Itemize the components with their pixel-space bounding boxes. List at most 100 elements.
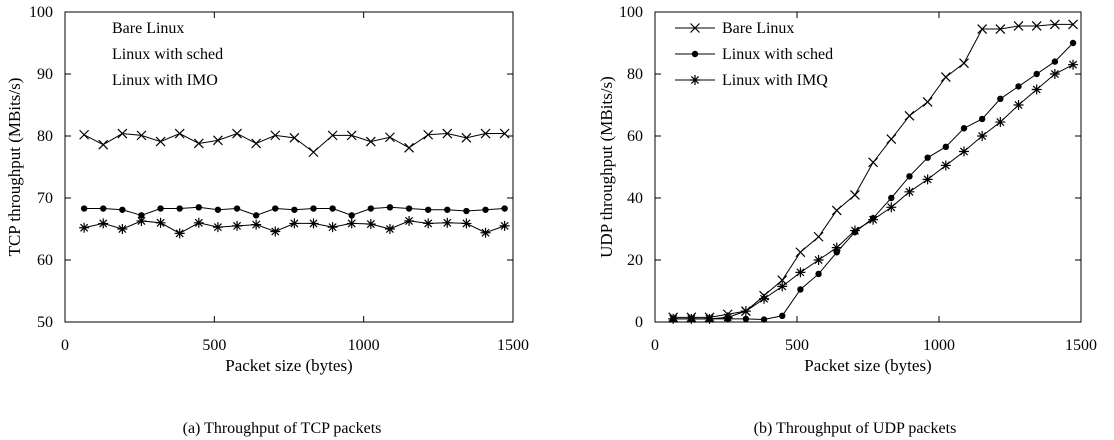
data-point (997, 95, 1004, 103)
legend-entry: Linux with IMO (112, 72, 218, 89)
data-point (906, 173, 913, 180)
y-tick-label: 50 (37, 314, 53, 331)
data-point (960, 125, 968, 132)
data-point (1069, 39, 1077, 47)
data-point (212, 135, 223, 146)
data-point (212, 222, 223, 233)
data-point (501, 205, 508, 212)
series-linux-with-sched: Linux with sched (80, 46, 508, 219)
data-point (289, 218, 300, 229)
data-point (136, 215, 147, 226)
data-point (958, 146, 969, 157)
x-tick-label: 500 (202, 337, 226, 354)
y-tick-label: 60 (37, 252, 53, 269)
series-line (673, 23, 1074, 318)
data-point (849, 225, 860, 236)
series-line (673, 64, 1074, 320)
data-point (868, 157, 879, 168)
legend-marker (690, 75, 700, 85)
chart-udp: 0 500 1000 1500 0 20 40 60 80 100 Packet size (byt… (597, 4, 1097, 437)
series-line (83, 132, 505, 153)
x-tick-label: 0 (61, 337, 69, 354)
data-point (668, 313, 679, 324)
data-point (155, 217, 166, 228)
data-point (404, 215, 415, 226)
legend-marker (690, 23, 700, 33)
data-point (759, 293, 770, 304)
data-point (499, 220, 510, 231)
data-point (813, 255, 824, 265)
data-point (760, 316, 768, 323)
data-point (155, 136, 166, 147)
data-point (442, 217, 453, 228)
data-point (367, 205, 375, 212)
data-point (251, 138, 262, 149)
data-point (79, 129, 90, 140)
data-point (1068, 19, 1078, 30)
data-point (270, 226, 281, 237)
legend-entry: Bare Linux (112, 20, 184, 37)
chart-caption: (a) Throughput of TCP packets (183, 420, 382, 437)
legend-entry: Linux with IMQ (722, 72, 828, 89)
data-point (959, 58, 969, 69)
data-point (850, 189, 860, 200)
data-point (100, 205, 107, 212)
data-point (232, 128, 242, 139)
y-tick-label: 90 (37, 66, 53, 83)
data-point (499, 128, 510, 139)
data-point (779, 312, 786, 319)
data-point (138, 212, 145, 219)
data-point (461, 218, 472, 229)
y-tick-label: 20 (627, 252, 643, 269)
data-point (904, 110, 915, 121)
data-point (98, 218, 109, 229)
data-point (1031, 21, 1042, 31)
y-tick-label: 0 (635, 314, 643, 331)
x-tick-label: 1000 (923, 337, 955, 354)
data-point (797, 286, 804, 293)
data-point (327, 130, 338, 141)
data-point (444, 206, 451, 213)
data-point (423, 218, 434, 229)
series-bare-linux: Bare Linux (79, 20, 510, 158)
data-point (461, 132, 472, 143)
data-point (404, 142, 414, 153)
data-point (1051, 58, 1059, 65)
legend-entry: Bare Linux (722, 20, 794, 37)
data-point (1049, 19, 1060, 30)
x-axis-label: Packet size (bytes) (225, 356, 352, 375)
legend-marker (691, 50, 699, 58)
y-tick-label: 80 (627, 66, 643, 83)
data-point (940, 160, 951, 171)
data-point (193, 217, 204, 228)
data-point (940, 72, 951, 83)
data-point (310, 205, 317, 212)
data-point (405, 205, 413, 212)
data-point (348, 212, 355, 219)
data-point (740, 306, 751, 317)
data-point (1013, 100, 1024, 110)
plot-frame (654, 11, 1082, 323)
data-point (942, 143, 950, 151)
data-point (868, 214, 879, 225)
data-point (815, 270, 822, 278)
data-point (195, 204, 203, 211)
y-tick-label: 100 (29, 4, 53, 21)
data-point (1015, 83, 1022, 90)
data-point (214, 206, 222, 213)
data-point (251, 219, 262, 230)
data-point (480, 227, 491, 238)
data-point (924, 154, 931, 161)
y-axis-label: UDP throughput (MBits/s) (597, 76, 616, 258)
data-point (308, 147, 319, 158)
data-point (831, 205, 842, 216)
data-point (117, 224, 128, 234)
data-point (722, 312, 733, 323)
data-point (442, 128, 453, 139)
data-point (176, 205, 183, 212)
data-point (252, 212, 260, 219)
data-point (424, 206, 432, 213)
y-tick-label: 80 (37, 128, 53, 145)
series-bare-linux: Bare Linux (668, 19, 1078, 323)
x-tick-label: 1000 (348, 337, 380, 354)
